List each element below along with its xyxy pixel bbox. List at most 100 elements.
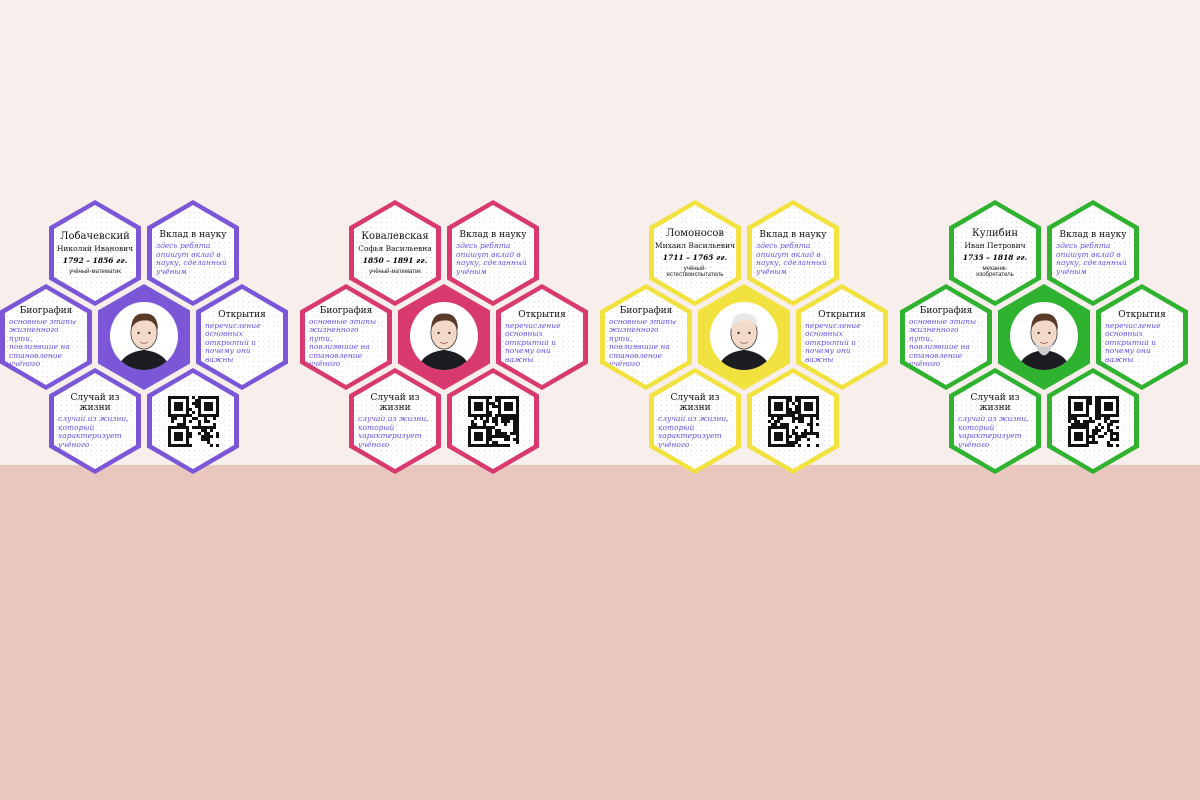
hex-card-face: Случай из жизни случай из жизни, который…: [354, 373, 436, 469]
hex-card-face: Случай из жизни случай из жизни, который…: [954, 373, 1036, 469]
hex-card-discoveries: Открытия перечисление основных открытий …: [496, 284, 588, 390]
card-placeholder-text: здесь ребята опишут вклад в науку, сдела…: [1056, 241, 1127, 276]
scientist-name: Кулибин: [972, 228, 1018, 239]
card-placeholder-text: случай из жизни, который характеризует у…: [58, 414, 129, 449]
hex-card-portrait: [98, 284, 190, 390]
hex-card-qr: [1047, 368, 1139, 474]
card-placeholder-text: перечисление основных открытий и почему …: [805, 320, 861, 364]
card-title: Вклад в науку: [459, 230, 527, 240]
hex-card-life-case: Случай из жизни случай из жизни, который…: [349, 368, 441, 474]
card-placeholder-text: перечисление основных открытий и почему …: [1105, 320, 1161, 364]
hex-card-face: Вклад в науку здесь ребята опишут вклад …: [452, 205, 534, 301]
scientist-card-set: Кулибин Иван Петрович 1735 – 1818 гг. ме…: [0, 0, 1188, 474]
card-title: Биография: [919, 305, 973, 316]
hex-card-face: Кулибин Иван Петрович 1735 – 1818 гг. ме…: [954, 205, 1036, 301]
hex-card-face: [403, 289, 485, 385]
qr-code[interactable]: [1067, 395, 1119, 447]
card-placeholder-text: случай из жизни, который характеризует у…: [358, 414, 429, 449]
portrait-icon: [117, 313, 171, 370]
card-placeholder-text: основные этапы жизненного пути, повлиявш…: [9, 316, 77, 368]
hex-card-info: Ковалевская Софья Васильевна 1850 – 1891…: [349, 200, 441, 306]
hex-card-face: Открытия перечисление основных открытий …: [1101, 289, 1183, 385]
scientist-name: Ломоносов: [665, 228, 725, 239]
card-title: Открытия: [818, 309, 866, 320]
scientist-portrait: [1010, 302, 1078, 370]
hex-card-life-case: Случай из жизни случай из жизни, который…: [649, 368, 741, 474]
hex-card-biography: Биография основные этапы жизненного пути…: [0, 284, 92, 390]
hex-card-contribution: Вклад в науку здесь ребята опишут вклад …: [147, 200, 239, 306]
hex-card-qr: [147, 368, 239, 474]
qr-code[interactable]: [467, 395, 519, 447]
card-placeholder-text: основные этапы жизненного пути, повлиявш…: [609, 316, 677, 368]
scientist-years: 1735 – 1818 гг.: [962, 253, 1028, 262]
card-title: Вклад в науку: [759, 230, 827, 240]
hex-card-contribution: Вклад в науку здесь ребята опишут вклад …: [747, 200, 839, 306]
scientist-profession: учёный-естествоиспытатель: [666, 266, 724, 278]
qr-code[interactable]: [167, 395, 219, 447]
scientist-years: 1850 – 1891 гг.: [362, 256, 428, 265]
hex-card-info: Кулибин Иван Петрович 1735 – 1818 гг. ме…: [949, 200, 1041, 306]
card-placeholder-text: здесь ребята опишут вклад в науку, сдела…: [456, 241, 527, 276]
portrait-icon: [417, 313, 471, 370]
scientist-name: Лобачевский: [60, 231, 130, 242]
hex-card-face: [452, 373, 534, 469]
hex-card-qr: [447, 368, 539, 474]
hex-card-face: Ковалевская Софья Васильевна 1850 – 1891…: [354, 205, 436, 301]
hex-card-face: [103, 289, 185, 385]
hex-card-contribution: Вклад в науку здесь ребята опишут вклад …: [1047, 200, 1139, 306]
hex-card-info: Ломоносов Михаил Васильевич 1711 – 1765 …: [649, 200, 741, 306]
card-placeholder-text: перечисление основных открытий и почему …: [505, 320, 561, 364]
hex-card-face: Открытия перечисление основных открытий …: [801, 289, 883, 385]
scientist-patronymic: Михаил Васильевич: [654, 241, 736, 250]
hex-card-qr: [747, 368, 839, 474]
hex-card-face: Биография основные этапы жизненного пути…: [5, 289, 87, 385]
hex-card-face: [703, 289, 785, 385]
hex-card-portrait: [998, 284, 1090, 390]
hex-card-biography: Биография основные этапы жизненного пути…: [300, 284, 392, 390]
hex-card-face: Лобачевский Николай Иванович 1792 – 1856…: [54, 205, 136, 301]
card-title: Случай из жизни: [70, 393, 120, 413]
hex-card-portrait: [698, 284, 790, 390]
scientist-years: 1792 – 1856 гг.: [62, 256, 128, 265]
scientist-profession: учёный-математик: [69, 269, 121, 275]
card-placeholder-text: здесь ребята опишут вклад в науку, сдела…: [756, 241, 827, 276]
scientist-portrait: [110, 302, 178, 370]
hex-card-face: [152, 373, 234, 469]
hex-card-face: [1003, 289, 1085, 385]
hex-card-face: Открытия перечисление основных открытий …: [501, 289, 583, 385]
card-title: Случай из жизни: [370, 393, 420, 413]
card-title: Биография: [319, 305, 373, 316]
hex-card-face: Биография основные этапы жизненного пути…: [305, 289, 387, 385]
qr-code[interactable]: [767, 395, 819, 447]
hex-card-face: Вклад в науку здесь ребята опишут вклад …: [1052, 205, 1134, 301]
hex-card-face: Вклад в науку здесь ребята опишут вклад …: [152, 205, 234, 301]
hex-card-face: Биография основные этапы жизненного пути…: [905, 289, 987, 385]
card-title: Вклад в науку: [159, 230, 227, 240]
card-placeholder-text: перечисление основных открытий и почему …: [205, 320, 261, 364]
card-title: Случай из жизни: [670, 393, 720, 413]
card-placeholder-text: здесь ребята опишут вклад в науку, сдела…: [156, 241, 227, 276]
card-placeholder-text: основные этапы жизненного пути, повлиявш…: [909, 316, 977, 368]
hex-card-life-case: Случай из жизни случай из жизни, который…: [49, 368, 141, 474]
scientist-profession: механик-изобретатель: [976, 266, 1014, 278]
scientist-patronymic: Иван Петрович: [964, 241, 1026, 250]
hex-card-face: Ломоносов Михаил Васильевич 1711 – 1765 …: [654, 205, 736, 301]
hex-card-face: Случай из жизни случай из жизни, который…: [654, 373, 736, 469]
hex-card-face: Случай из жизни случай из жизни, который…: [54, 373, 136, 469]
card-title: Случай из жизни: [970, 393, 1020, 413]
hex-card-portrait: [398, 284, 490, 390]
card-placeholder-text: основные этапы жизненного пути, повлиявш…: [309, 316, 377, 368]
hex-card-face: [1052, 373, 1134, 469]
card-title: Открытия: [1118, 309, 1166, 320]
scientist-portrait: [710, 302, 778, 370]
card-title: Открытия: [518, 309, 566, 320]
hex-card-info: Лобачевский Николай Иванович 1792 – 1856…: [49, 200, 141, 306]
card-title: Вклад в науку: [1059, 230, 1127, 240]
hex-card-discoveries: Открытия перечисление основных открытий …: [196, 284, 288, 390]
floor-background: [0, 465, 1200, 800]
hex-card-discoveries: Открытия перечисление основных открытий …: [1096, 284, 1188, 390]
scientist-patronymic: Софья Васильевна: [358, 244, 432, 253]
hex-card-life-case: Случай из жизни случай из жизни, который…: [949, 368, 1041, 474]
hex-card-face: Открытия перечисление основных открытий …: [201, 289, 283, 385]
hex-card-face: Вклад в науку здесь ребята опишут вклад …: [752, 205, 834, 301]
